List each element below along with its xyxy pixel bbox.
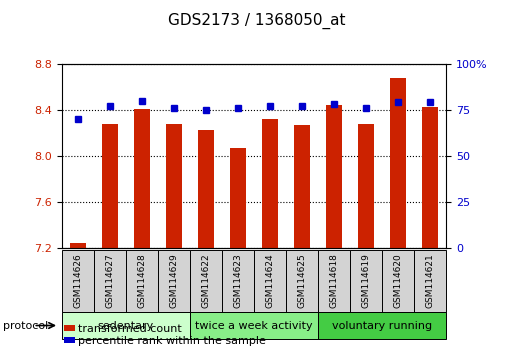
- Bar: [70, 243, 86, 248]
- FancyBboxPatch shape: [382, 250, 415, 312]
- Text: GSM114623: GSM114623: [233, 253, 243, 308]
- FancyBboxPatch shape: [190, 312, 318, 339]
- Text: protocol: protocol: [3, 320, 48, 331]
- Bar: [422, 108, 438, 248]
- Text: GSM114622: GSM114622: [201, 253, 210, 308]
- Text: transformed count: transformed count: [78, 324, 182, 333]
- FancyBboxPatch shape: [318, 250, 350, 312]
- Bar: [358, 124, 374, 248]
- Bar: [134, 109, 150, 248]
- FancyBboxPatch shape: [62, 312, 190, 339]
- Text: GSM114624: GSM114624: [265, 253, 274, 308]
- FancyBboxPatch shape: [318, 312, 446, 339]
- Text: GSM114625: GSM114625: [298, 253, 307, 308]
- Text: GSM114628: GSM114628: [137, 253, 146, 308]
- Text: percentile rank within the sample: percentile rank within the sample: [78, 336, 266, 346]
- Text: GSM114621: GSM114621: [426, 253, 435, 308]
- Text: twice a week activity: twice a week activity: [195, 320, 313, 331]
- FancyBboxPatch shape: [415, 250, 446, 312]
- Bar: [326, 105, 342, 248]
- FancyBboxPatch shape: [158, 250, 190, 312]
- Text: GSM114620: GSM114620: [393, 253, 403, 308]
- FancyBboxPatch shape: [93, 250, 126, 312]
- Bar: [198, 130, 214, 248]
- Text: GDS2173 / 1368050_at: GDS2173 / 1368050_at: [168, 12, 345, 29]
- Text: GSM114626: GSM114626: [73, 253, 82, 308]
- FancyBboxPatch shape: [254, 250, 286, 312]
- FancyBboxPatch shape: [126, 250, 158, 312]
- Text: GSM114629: GSM114629: [169, 253, 179, 308]
- Bar: [102, 124, 117, 248]
- Text: GSM114627: GSM114627: [105, 253, 114, 308]
- Bar: [166, 124, 182, 248]
- Text: voluntary running: voluntary running: [332, 320, 432, 331]
- FancyBboxPatch shape: [190, 250, 222, 312]
- Text: GSM114618: GSM114618: [329, 253, 339, 308]
- FancyBboxPatch shape: [222, 250, 254, 312]
- FancyBboxPatch shape: [286, 250, 318, 312]
- FancyBboxPatch shape: [62, 250, 93, 312]
- Bar: [230, 148, 246, 248]
- Bar: [390, 78, 406, 248]
- FancyBboxPatch shape: [350, 250, 382, 312]
- Bar: [294, 125, 310, 248]
- Bar: [262, 119, 278, 248]
- Text: sedentary: sedentary: [97, 320, 154, 331]
- Text: GSM114619: GSM114619: [362, 253, 371, 308]
